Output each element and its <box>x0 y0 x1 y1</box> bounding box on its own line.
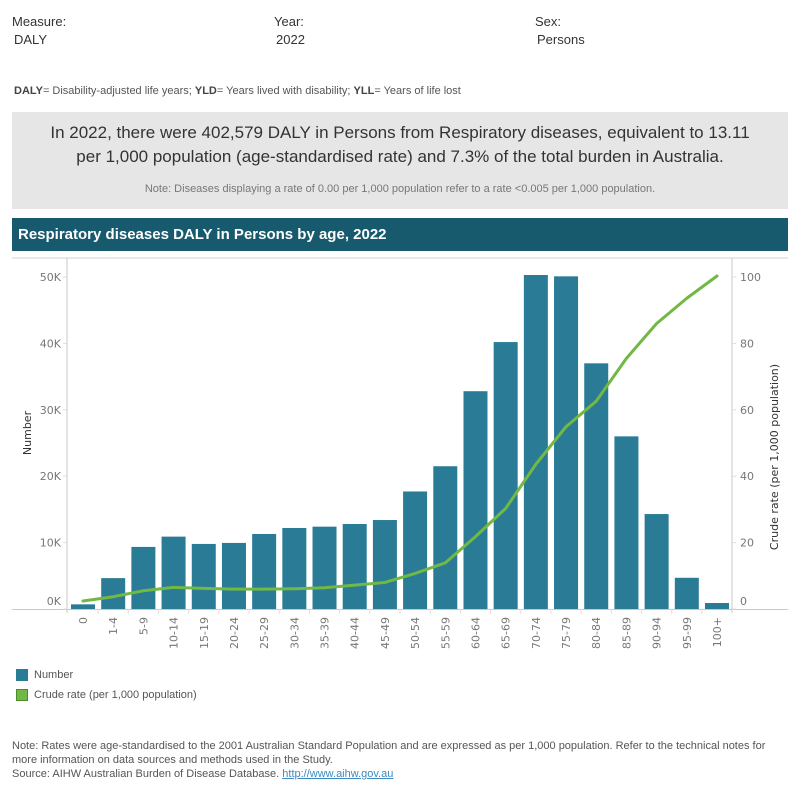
bar-80-84 <box>584 363 609 609</box>
legend-swatch-number <box>16 669 28 681</box>
bar-75-79 <box>554 276 579 609</box>
left-axis-title: Number <box>21 410 34 455</box>
left-tick-label: 40K <box>40 337 62 350</box>
sex-filter[interactable]: Sex: Persons <box>535 14 585 47</box>
bar-5-9 <box>131 546 156 609</box>
chart-title: Respiratory diseases DALY in Persons by … <box>12 218 788 251</box>
year-value[interactable]: 2022 <box>276 32 305 47</box>
source-link[interactable]: http://www.aihw.gov.au <box>282 768 394 780</box>
left-tick-label: 50K <box>40 271 62 284</box>
bar-95-99 <box>674 577 699 609</box>
source-text: Source: AIHW Australian Burden of Diseas… <box>12 768 283 780</box>
bar-0 <box>71 604 95 609</box>
x-tick-label: 95-99 <box>681 617 694 649</box>
abbr-term: YLL <box>353 85 375 97</box>
abbr-def: = Years lived with disability; <box>216 85 354 97</box>
left-tick-label: 20K <box>40 470 62 483</box>
x-tick-label: 85-89 <box>620 617 633 649</box>
x-tick-label: 65-69 <box>500 617 513 649</box>
footer-notes: Note: Rates were age-standardised to the… <box>12 739 782 781</box>
legend-label: Crude rate (per 1,000 population) <box>34 689 197 701</box>
x-tick-label: 100+ <box>711 617 724 647</box>
summary-note: Note: Diseases displaying a rate of 0.00… <box>144 183 656 195</box>
x-tick-label: 50-54 <box>409 617 422 649</box>
bar-40-44 <box>342 524 367 609</box>
left-tick-label: 0K <box>47 595 62 608</box>
abbr-term: YLD <box>194 85 217 97</box>
x-tick-label: 75-79 <box>560 617 573 649</box>
year-label: Year: <box>274 14 304 29</box>
x-tick-label: 25-29 <box>258 617 271 649</box>
abbr-term: DALY <box>14 85 43 97</box>
combo-chart: 0K 10K 20K 30K 40K 50K 0 20 40 60 80 100 0 1-4 5-9 10-1… <box>12 257 788 649</box>
bar-20-24 <box>221 542 246 609</box>
x-tick-label: 55-59 <box>439 617 452 649</box>
x-tick-label: 15-19 <box>198 617 211 649</box>
right-tick-label: 0 <box>740 595 747 608</box>
right-axis-title: Crude rate (per 1,000 population) <box>768 364 781 550</box>
left-tick-label: 10K <box>40 537 62 550</box>
legend: Number Crude rate (per 1,000 population) <box>16 665 197 705</box>
legend-swatch-crude-rate <box>16 689 28 701</box>
sex-label: Sex: <box>535 14 562 29</box>
sex-value[interactable]: Persons <box>537 32 585 47</box>
bar-30-34 <box>282 527 307 609</box>
bar-50-54 <box>403 491 428 609</box>
x-tick-label: 30-34 <box>288 617 301 649</box>
measure-label: Measure: <box>12 14 67 29</box>
bar-70-74 <box>523 275 548 609</box>
bar-85-89 <box>614 436 639 609</box>
x-tick-label: 90-94 <box>651 617 664 649</box>
crude-rate-line <box>81 274 719 603</box>
bar-55-59 <box>433 466 458 609</box>
x-tick-label: 0 <box>77 617 90 624</box>
x-tick-label: 80-84 <box>590 617 603 649</box>
x-tick-label: 70-74 <box>530 617 543 649</box>
abbr-def: = Years of life lost <box>374 85 461 97</box>
bar-35-39 <box>312 526 337 609</box>
x-tick-label: 45-49 <box>379 617 392 649</box>
x-tick-label: 10-14 <box>168 617 181 649</box>
legend-label: Number <box>34 669 74 681</box>
right-tick-label: 100 <box>740 271 761 284</box>
abbr-def: = Disability-adjusted life years; <box>42 85 195 97</box>
legend-item-number[interactable]: Number <box>16 665 197 685</box>
bar-90-94 <box>644 514 669 609</box>
right-tick-label: 20 <box>740 537 754 550</box>
abbreviations-note: DALY= Disability-adjusted life years; YL… <box>14 85 461 97</box>
legend-item-crude-rate[interactable]: Crude rate (per 1,000 population) <box>16 685 197 705</box>
x-tick-label: 60-64 <box>469 617 482 649</box>
bar-10-14 <box>161 536 186 609</box>
footer-source: Source: AIHW Australian Burden of Diseas… <box>12 767 782 781</box>
bar-45-49 <box>372 520 397 609</box>
left-tick-label: 30K <box>40 404 62 417</box>
footer-note: Note: Rates were age-standardised to the… <box>12 740 766 766</box>
summary-text: In 2022, there were 402,579 DALY in Pers… <box>50 123 750 166</box>
bar-15-19 <box>191 543 216 609</box>
bar-1-4 <box>101 578 126 609</box>
bar-25-29 <box>252 533 277 609</box>
measure-filter[interactable]: Measure: DALY <box>12 14 66 47</box>
x-tick-label: 5-9 <box>137 617 150 635</box>
x-tick-label: 40-44 <box>349 617 362 649</box>
x-tick-label: 1-4 <box>107 617 120 635</box>
x-tick-label: 20-24 <box>228 617 241 649</box>
bar-100+ <box>705 603 729 609</box>
summary-box: In 2022, there were 402,579 DALY in Pers… <box>12 112 788 209</box>
right-tick-label: 80 <box>740 337 754 350</box>
right-tick-label: 40 <box>740 470 754 483</box>
year-filter[interactable]: Year: 2022 <box>274 14 305 47</box>
bar-65-69 <box>493 342 518 609</box>
bar-60-64 <box>463 391 488 609</box>
x-tick-label: 35-39 <box>319 617 332 649</box>
measure-value[interactable]: DALY <box>14 32 47 47</box>
right-tick-label: 60 <box>740 404 754 417</box>
